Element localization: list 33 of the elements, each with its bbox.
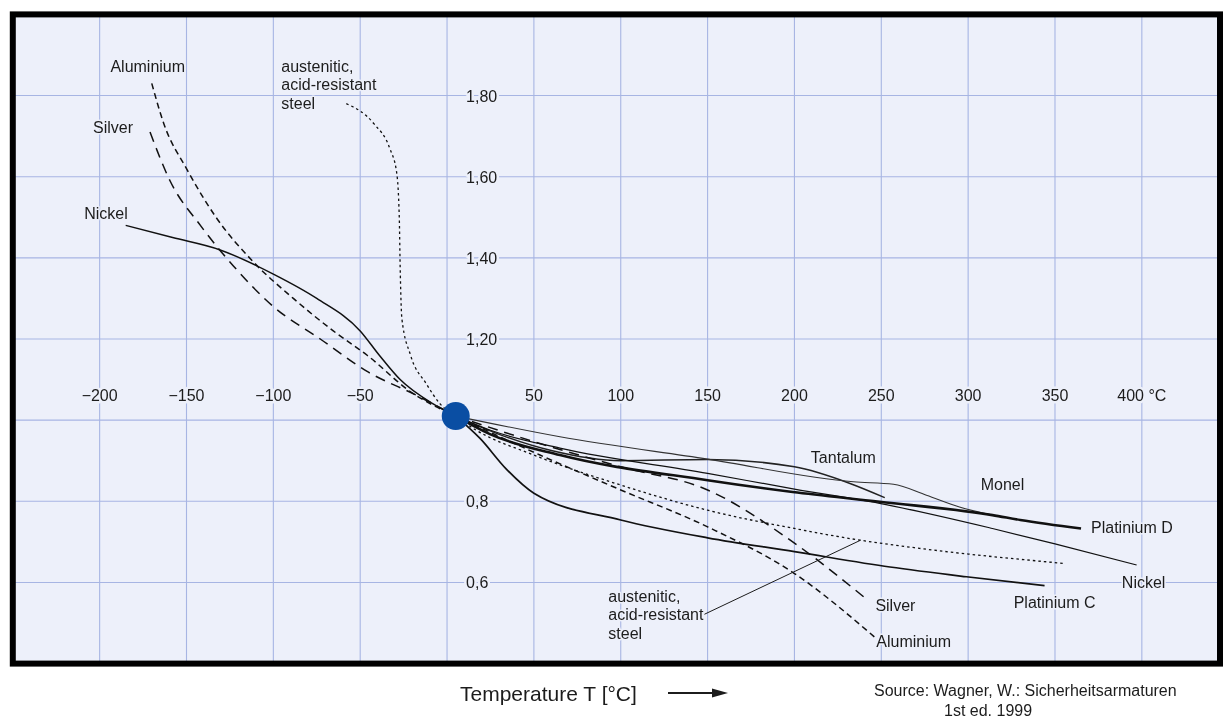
series-label: Aluminium — [876, 632, 952, 650]
x-tick-label: −150 — [168, 386, 205, 404]
y-tick-label: 1,40 — [466, 249, 498, 267]
x-tick-label: −50 — [346, 386, 374, 404]
series-label: Tantalum — [810, 448, 876, 466]
series-label: austenitic, acid-resistant steel — [281, 57, 377, 112]
annotation: austenitic, acid-resistant steel — [608, 587, 704, 642]
x-tick-label: 250 — [867, 386, 895, 404]
x-tick-label: 50 — [525, 386, 543, 404]
x-tick-label: −200 — [81, 386, 118, 404]
x-tick-label: 150 — [694, 386, 722, 404]
y-tick-label: 1,60 — [466, 168, 498, 186]
series-label: Monel — [980, 475, 1025, 493]
series-label: Silver — [875, 596, 917, 614]
y-tick-label: 0,8 — [466, 492, 489, 510]
series-label: Nickel — [84, 204, 128, 222]
y-tick-label: 1,20 — [466, 330, 498, 348]
x-tick-label: 400 °C — [1117, 386, 1167, 404]
y-tick-label: 1,80 — [466, 87, 498, 105]
x-tick-label: 300 — [954, 386, 982, 404]
series-label: Platinium D — [1091, 518, 1173, 536]
series-label: Aluminium — [110, 57, 186, 75]
source-note: Source: Wagner, W.: Sicherheitsarmaturen — [874, 681, 1177, 699]
y-tick-label: 0,6 — [466, 573, 489, 591]
series-label: Silver — [93, 118, 134, 136]
x-axis-title: Temperature T [°C] — [460, 681, 637, 705]
x-tick-label: 350 — [1041, 386, 1069, 404]
text: 1st ed. 1999 — [944, 701, 1033, 719]
series-label: Nickel — [1121, 573, 1166, 591]
series-label: Platinium C — [1013, 593, 1096, 611]
x-tick-label: −100 — [255, 386, 292, 404]
x-tick-label: 200 — [781, 386, 808, 404]
x-tick-label: 100 — [607, 386, 635, 404]
